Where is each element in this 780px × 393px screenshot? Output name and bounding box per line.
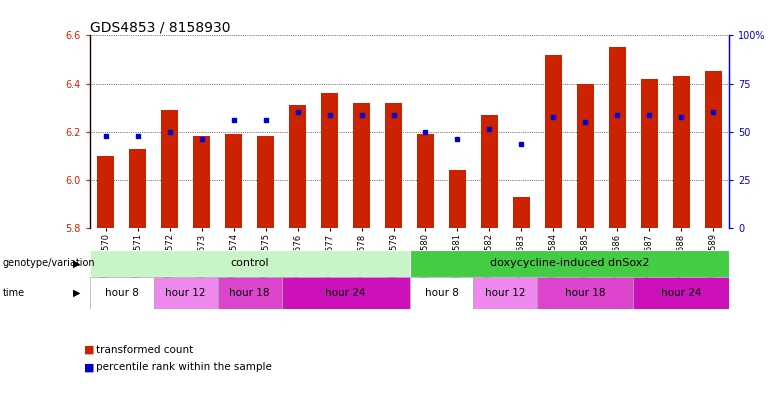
Bar <box>90 250 410 277</box>
Text: hour 24: hour 24 <box>661 288 701 298</box>
Bar <box>544 55 562 228</box>
Bar <box>473 277 537 309</box>
Bar <box>90 277 154 309</box>
Bar <box>385 103 402 228</box>
Bar <box>448 170 466 228</box>
Bar <box>321 93 339 228</box>
Text: hour 18: hour 18 <box>229 288 270 298</box>
Text: ▶: ▶ <box>73 258 80 268</box>
Bar <box>218 277 282 309</box>
Text: GDS4853 / 8158930: GDS4853 / 8158930 <box>90 20 230 34</box>
Bar <box>633 277 729 309</box>
Bar <box>225 134 243 228</box>
Bar <box>289 105 307 228</box>
Text: percentile rank within the sample: percentile rank within the sample <box>96 362 271 373</box>
Bar <box>97 156 115 228</box>
Bar <box>512 196 530 228</box>
Bar <box>282 277 410 309</box>
Text: ▶: ▶ <box>73 288 80 298</box>
Text: ■: ■ <box>84 362 94 373</box>
Text: hour 24: hour 24 <box>325 288 366 298</box>
Bar <box>537 277 633 309</box>
Bar <box>129 149 147 228</box>
Bar <box>154 277 218 309</box>
Bar <box>193 136 211 228</box>
Bar <box>576 83 594 228</box>
Text: transformed count: transformed count <box>96 345 193 355</box>
Text: hour 12: hour 12 <box>485 288 526 298</box>
Text: hour 12: hour 12 <box>165 288 206 298</box>
Bar <box>161 110 179 228</box>
Bar <box>672 76 690 228</box>
Bar <box>410 277 473 309</box>
Text: ■: ■ <box>84 345 94 355</box>
Text: control: control <box>230 258 269 268</box>
Text: hour 18: hour 18 <box>566 288 605 298</box>
Bar <box>608 48 626 228</box>
Bar <box>257 136 275 228</box>
Bar <box>704 72 722 228</box>
Bar <box>480 115 498 228</box>
Text: hour 8: hour 8 <box>424 288 459 298</box>
Bar <box>417 134 434 228</box>
Text: doxycycline-induced dnSox2: doxycycline-induced dnSox2 <box>490 258 649 268</box>
Text: genotype/variation: genotype/variation <box>2 258 95 268</box>
Text: time: time <box>2 288 24 298</box>
Bar <box>410 250 729 277</box>
Bar <box>353 103 370 228</box>
Text: hour 8: hour 8 <box>105 288 139 298</box>
Bar <box>640 79 658 228</box>
